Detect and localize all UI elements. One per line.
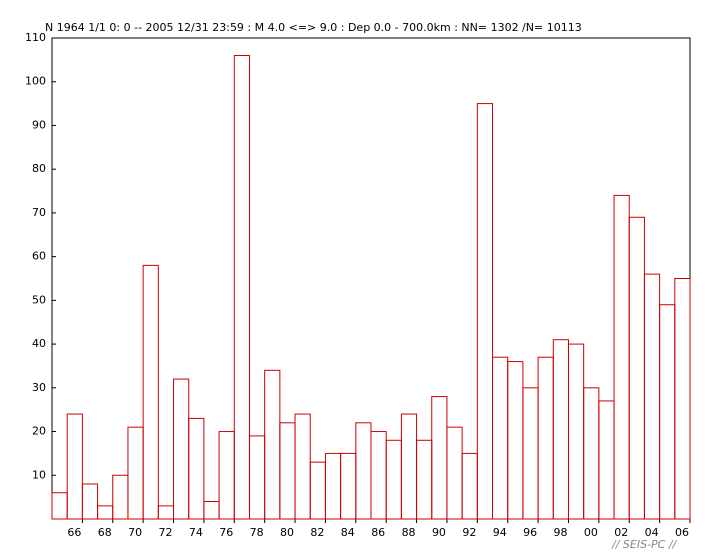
x-tick-label: 90	[432, 526, 446, 539]
bar	[264, 369, 281, 520]
bar	[461, 452, 478, 520]
x-tick-label: 70	[128, 526, 142, 539]
y-tick-label: 110	[25, 31, 46, 44]
x-tick-label: 82	[310, 526, 324, 539]
bar	[567, 343, 585, 520]
bar	[324, 452, 342, 520]
bar	[248, 435, 266, 520]
bar	[309, 461, 326, 520]
x-tick-label: 76	[219, 526, 233, 539]
bar	[355, 422, 372, 520]
bar	[188, 417, 205, 520]
chart-title: N 1964 1/1 0: 0 -- 2005 12/31 23:59 : M …	[45, 21, 582, 34]
x-tick-label: 80	[280, 526, 294, 539]
x-tick-label: 00	[584, 526, 598, 539]
bar	[203, 501, 220, 520]
y-tick-label: 30	[32, 381, 46, 394]
x-tick-label: 94	[493, 526, 507, 539]
y-tick-label: 70	[32, 206, 46, 219]
bar	[659, 304, 676, 520]
bar	[416, 439, 433, 520]
x-tick-label: 72	[159, 526, 173, 539]
bar	[476, 103, 494, 520]
bar	[142, 264, 159, 520]
x-tick-label: 86	[371, 526, 385, 539]
x-tick-label: 98	[553, 526, 567, 539]
bar	[112, 474, 129, 520]
x-tick-label: 84	[341, 526, 355, 539]
bar	[385, 439, 402, 520]
bar	[294, 413, 311, 520]
bar	[157, 505, 175, 520]
bar	[218, 431, 235, 520]
x-tick-label: 66	[67, 526, 81, 539]
x-tick-label: 92	[462, 526, 476, 539]
bar	[400, 413, 418, 520]
x-tick-label: 88	[402, 526, 416, 539]
bar	[279, 422, 296, 520]
bar	[340, 452, 357, 520]
bar	[173, 378, 190, 520]
x-tick-label: 68	[98, 526, 112, 539]
bar	[431, 396, 448, 520]
y-tick-label: 10	[32, 468, 46, 481]
watermark: // SEIS-PC //	[611, 538, 678, 551]
bar	[446, 426, 463, 520]
bar	[552, 339, 569, 520]
x-tick-label: 74	[189, 526, 203, 539]
bar	[613, 194, 630, 520]
y-tick-label: 100	[25, 75, 46, 88]
bar	[370, 431, 387, 520]
bar	[583, 387, 600, 520]
x-tick-label: 06	[675, 526, 689, 539]
bar	[492, 356, 509, 520]
bar	[97, 505, 114, 520]
bar	[598, 400, 615, 520]
bar	[51, 492, 68, 520]
x-tick-label: 78	[250, 526, 264, 539]
y-tick-label: 20	[32, 425, 46, 438]
bar	[643, 273, 661, 520]
bar	[522, 387, 539, 520]
bar	[507, 361, 524, 520]
bar	[233, 54, 250, 520]
x-tick-label: 96	[523, 526, 537, 539]
bar	[537, 356, 554, 520]
bar	[628, 216, 645, 520]
bar	[127, 426, 144, 520]
x-tick-label: 04	[645, 526, 659, 539]
bar	[674, 278, 691, 520]
y-tick-label: 90	[32, 118, 46, 131]
bar	[81, 483, 99, 520]
y-tick-label: 60	[32, 250, 46, 263]
y-tick-label: 80	[32, 162, 46, 175]
y-tick-label: 40	[32, 337, 46, 350]
x-tick-label: 02	[614, 526, 628, 539]
bar	[66, 413, 83, 520]
y-tick-label: 50	[32, 293, 46, 306]
